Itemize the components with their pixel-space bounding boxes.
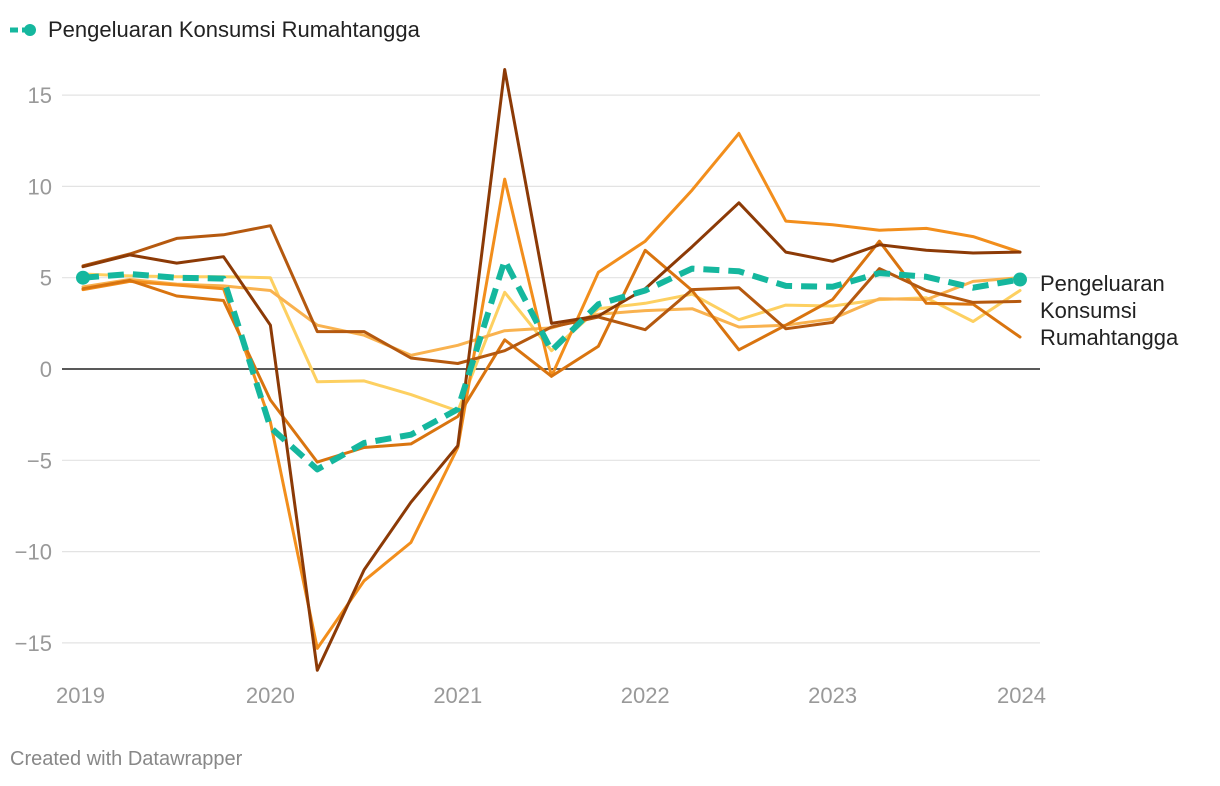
series-line-5 (81, 224, 1022, 365)
x-tick-label: 2021 (433, 683, 482, 708)
legend-label: Pengeluaran Konsumsi Rumahtangga (48, 17, 420, 42)
y-tick-label: 0 (40, 357, 52, 382)
dashed-line-dot-icon (10, 14, 40, 46)
credit-footer: Created with Datawrapper (10, 748, 243, 770)
x-tick-label: 2022 (621, 683, 670, 708)
y-tick-label: −5 (27, 448, 52, 473)
y-tick-label: −15 (15, 631, 52, 656)
y-tick-label: 5 (40, 266, 52, 291)
y-tick-label: −10 (15, 540, 52, 565)
y-tick-label: 10 (28, 174, 52, 199)
series-lines (76, 68, 1027, 672)
legend: Pengeluaran Konsumsi Rumahtangga (10, 14, 420, 46)
series-line-3 (81, 131, 1022, 650)
series-line-1 (81, 272, 1022, 413)
x-tick-label: 2020 (246, 683, 295, 708)
series-line-4 (81, 239, 1022, 464)
series-line-konsumsi (82, 257, 1021, 473)
x-tick-label: 2024 (997, 683, 1046, 708)
series-end-label: Pengeluaran Konsumsi Rumahtangga (1040, 271, 1179, 350)
x-axis-ticks: 2019 2020 2021 2022 2023 2024 (56, 683, 1046, 708)
series-end-point (1013, 272, 1027, 287)
x-tick-label: 2019 (56, 683, 105, 708)
series-line-6 (81, 68, 1022, 672)
series-end-label-line: Konsumsi (1040, 298, 1137, 323)
series-start-point (76, 270, 90, 285)
series-end-label-line: Pengeluaran (1040, 271, 1165, 296)
y-tick-label: 15 (28, 83, 52, 108)
series-end-label-line: Rumahtangga (1040, 325, 1179, 350)
x-tick-label: 2023 (808, 683, 857, 708)
y-axis-ticks: 15 10 5 0 −5 −10 −15 (15, 83, 52, 656)
end-label: Pengeluaran Konsumsi Rumahtangga (1040, 271, 1179, 350)
